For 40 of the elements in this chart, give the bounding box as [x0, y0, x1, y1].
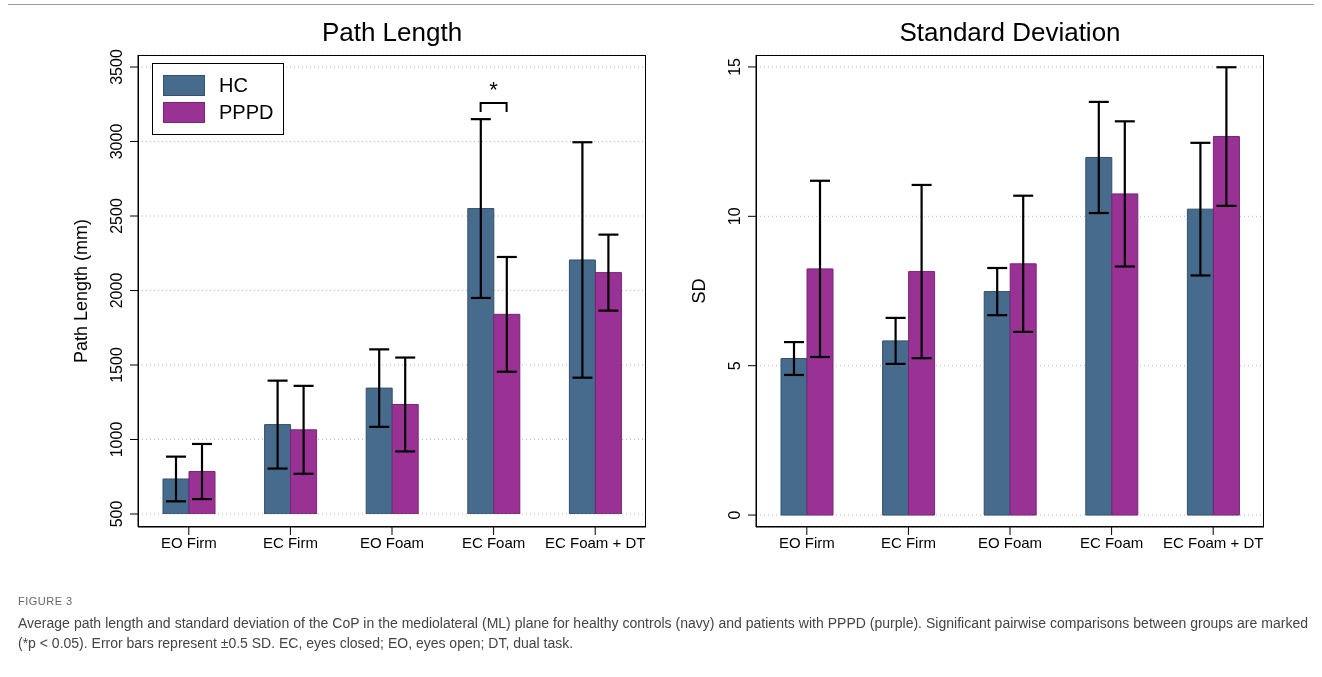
bar	[1186, 208, 1214, 516]
x-tick-label: EC Foam + DT	[544, 533, 646, 551]
y-tick-label: 1500	[108, 347, 125, 383]
legend-label: HC	[219, 74, 248, 97]
x-tick-label: EO Foam	[977, 533, 1043, 551]
x-tick-label: EC Foam + DT	[1162, 533, 1264, 551]
y-tick-label: 1000	[108, 421, 125, 458]
y-axis-title: SD	[689, 278, 710, 304]
legend-label: PPPD	[219, 101, 274, 124]
y-tick-label: 2000	[108, 272, 125, 309]
bar	[1085, 156, 1113, 516]
y-tick-label: 3000	[108, 123, 125, 160]
x-tick-label: EO Foam	[359, 533, 425, 551]
y-tick-label: 15	[726, 57, 743, 76]
x-tick-label: EO Firm	[778, 533, 835, 551]
x-tick-label: EC Foam	[1079, 533, 1144, 551]
text: Average path length and standard deviation of the CoP in the mediolateral (ML) plane for healthy controls (navy) and patients with PPPD (purple). Significant pairwise comparisons between groups are marked (*p < 0.05). Error bars represent ±0.5 SD. EC, eyes closed; EO, eyes open; DT, dual task.	[18, 614, 1308, 653]
y-tick-label: 5	[726, 361, 743, 371]
x-tick-label: EC Foam	[461, 533, 526, 551]
y-axis-title: Path Length (mm)	[71, 218, 92, 364]
bar	[983, 291, 1011, 516]
bar	[1009, 263, 1037, 516]
bar	[908, 271, 936, 516]
y-tick-label: 10	[726, 207, 743, 226]
bar	[806, 268, 834, 516]
y-tick-label: 500	[108, 500, 125, 528]
chart-title: Standard Deviation	[898, 17, 1122, 48]
bar	[1212, 136, 1240, 516]
y-tick-label: 3500	[108, 49, 125, 85]
x-tick-label: EC Firm	[880, 533, 936, 551]
y-tick-label: 0	[726, 510, 743, 520]
caption: FIGURE 3	[18, 595, 74, 607]
bar	[780, 358, 808, 516]
chart-title: Path Length	[320, 17, 464, 48]
x-tick-label: EO Firm	[160, 533, 217, 551]
bar	[882, 340, 910, 516]
x-tick-label: EC Firm	[262, 533, 318, 551]
annotation: *	[489, 77, 499, 102]
y-tick-label: 2500	[108, 198, 125, 234]
bar	[1111, 193, 1139, 516]
